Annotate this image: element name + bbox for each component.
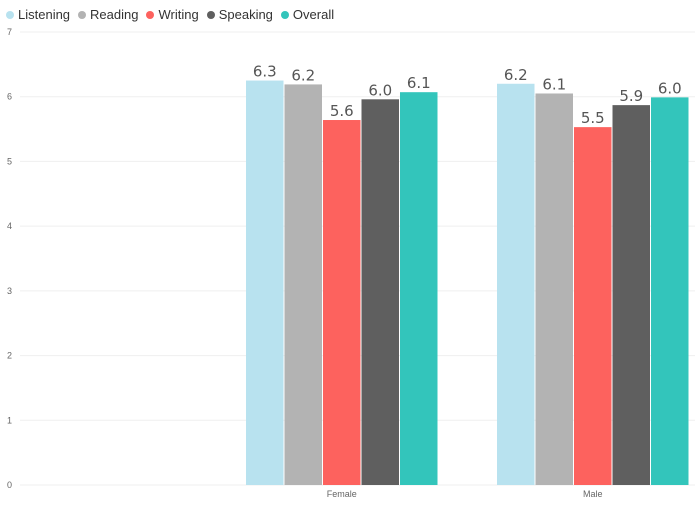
data-label-writing-female: 5.6 bbox=[330, 102, 354, 120]
bar-speaking-female bbox=[361, 99, 399, 485]
legend-item-writing[interactable]: Writing bbox=[146, 5, 199, 25]
legend-item-overall[interactable]: Overall bbox=[280, 5, 335, 25]
data-label-overall-female: 6.1 bbox=[407, 74, 431, 92]
legend-swatch-listening bbox=[6, 11, 14, 19]
y-tick-label-6: 6 bbox=[7, 92, 12, 102]
y-tick-label-5: 5 bbox=[7, 156, 12, 166]
y-tick-label-4: 4 bbox=[7, 221, 12, 231]
y-tick-label-1: 1 bbox=[7, 415, 12, 425]
bar-listening-male bbox=[497, 83, 535, 486]
legend-label-listening: Listening bbox=[18, 7, 71, 22]
legend-item-reading[interactable]: Reading bbox=[78, 5, 138, 25]
legend-label-writing: Writing bbox=[158, 7, 199, 22]
legend-swatch-speaking bbox=[206, 11, 215, 19]
x-category-label-male: Male bbox=[583, 489, 603, 499]
y-tick-label-7: 7 bbox=[7, 27, 12, 37]
legend-item-speaking[interactable]: Speaking bbox=[206, 5, 273, 25]
legend-label-reading: Reading bbox=[90, 7, 139, 22]
bar-listening-female bbox=[246, 80, 284, 486]
data-label-speaking-female: 6.0 bbox=[368, 81, 392, 99]
bar-overall-male bbox=[651, 97, 689, 486]
data-label-speaking-male: 5.9 bbox=[619, 87, 643, 105]
x-category-label-female: Female bbox=[327, 489, 357, 499]
legend-item-listening[interactable]: Listening bbox=[6, 5, 70, 25]
data-label-listening-female: 6.3 bbox=[253, 63, 277, 81]
data-label-writing-male: 5.5 bbox=[581, 109, 605, 127]
legend-swatch-overall bbox=[280, 11, 289, 19]
bar-speaking-male bbox=[612, 105, 650, 486]
bar-overall-female bbox=[400, 92, 438, 485]
data-label-overall-male: 6.0 bbox=[658, 79, 682, 97]
bar-writing-male bbox=[574, 127, 612, 485]
y-tick-label-0: 0 bbox=[7, 480, 12, 490]
data-label-listening-male: 6.2 bbox=[504, 66, 528, 84]
y-tick-label-2: 2 bbox=[7, 351, 12, 361]
y-tick-label-3: 3 bbox=[7, 286, 12, 296]
data-label-reading-female: 6.2 bbox=[291, 66, 315, 84]
data-label-reading-male: 6.1 bbox=[542, 75, 566, 93]
legend-label-speaking: Speaking bbox=[218, 7, 273, 22]
bar-reading-male bbox=[535, 93, 573, 485]
legend: Listening Reading Writing Speaking Overa… bbox=[6, 5, 334, 25]
legend-label-overall: Overall bbox=[292, 7, 335, 22]
legend-swatch-writing bbox=[146, 11, 155, 19]
bar-writing-female bbox=[323, 120, 361, 486]
bar-reading-female bbox=[284, 84, 322, 485]
legend-swatch-reading bbox=[78, 11, 87, 19]
